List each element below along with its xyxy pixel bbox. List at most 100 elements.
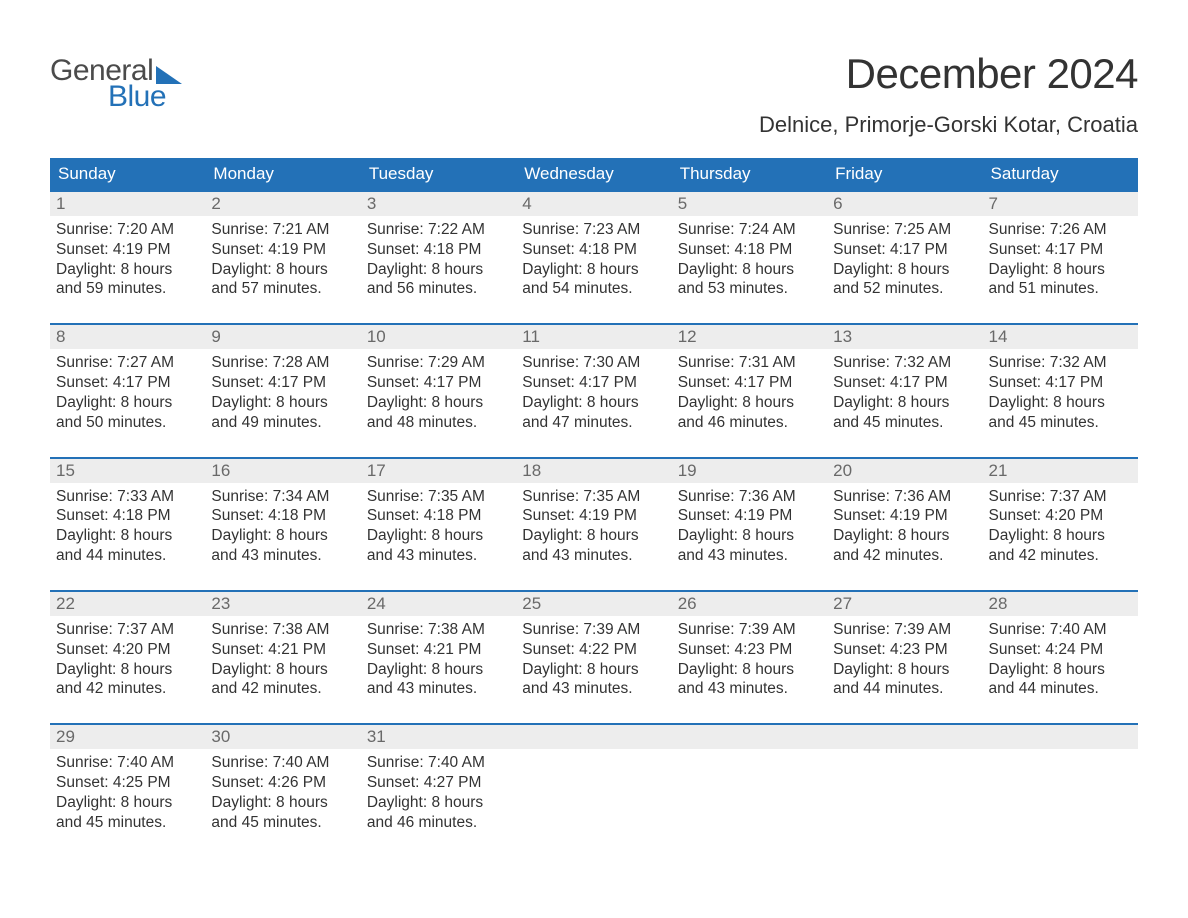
sunrise-line: Sunrise: 7:38 AM [211,620,354,640]
day-number: 28 [983,592,1138,616]
day-cell-empty [983,725,1138,836]
day-cell-30: 30Sunrise: 7:40 AMSunset: 4:26 PMDayligh… [205,725,360,836]
day-cell-16: 16Sunrise: 7:34 AMSunset: 4:18 PMDayligh… [205,459,360,570]
day-body: Sunrise: 7:28 AMSunset: 4:17 PMDaylight:… [205,349,360,436]
sunrise-line: Sunrise: 7:31 AM [678,353,821,373]
day-body: Sunrise: 7:34 AMSunset: 4:18 PMDaylight:… [205,483,360,570]
sunrise-line: Sunrise: 7:30 AM [522,353,665,373]
day-number: 2 [205,192,360,216]
day-body: Sunrise: 7:36 AMSunset: 4:19 PMDaylight:… [672,483,827,570]
sunset-line: Sunset: 4:25 PM [56,773,199,793]
daylight-line: Daylight: 8 hours and 51 minutes. [989,260,1132,300]
sunrise-line: Sunrise: 7:28 AM [211,353,354,373]
day-cell-7: 7Sunrise: 7:26 AMSunset: 4:17 PMDaylight… [983,192,1138,303]
sunset-line: Sunset: 4:20 PM [56,640,199,660]
week-row: 22Sunrise: 7:37 AMSunset: 4:20 PMDayligh… [50,590,1138,703]
day-number: 5 [672,192,827,216]
day-cell-25: 25Sunrise: 7:39 AMSunset: 4:22 PMDayligh… [516,592,671,703]
day-cell-17: 17Sunrise: 7:35 AMSunset: 4:18 PMDayligh… [361,459,516,570]
day-body [672,749,827,819]
sunrise-line: Sunrise: 7:37 AM [56,620,199,640]
sunrise-line: Sunrise: 7:39 AM [522,620,665,640]
day-number: 3 [361,192,516,216]
weekday-tuesday: Tuesday [361,158,516,190]
day-body: Sunrise: 7:21 AMSunset: 4:19 PMDaylight:… [205,216,360,303]
day-number: 24 [361,592,516,616]
sunset-line: Sunset: 4:17 PM [211,373,354,393]
day-cell-empty [516,725,671,836]
daylight-line: Daylight: 8 hours and 43 minutes. [367,526,510,566]
week-row: 1Sunrise: 7:20 AMSunset: 4:19 PMDaylight… [50,190,1138,303]
day-body: Sunrise: 7:23 AMSunset: 4:18 PMDaylight:… [516,216,671,303]
daylight-line: Daylight: 8 hours and 57 minutes. [211,260,354,300]
sunrise-line: Sunrise: 7:32 AM [833,353,976,373]
day-body [827,749,982,819]
sunrise-line: Sunrise: 7:39 AM [833,620,976,640]
day-body: Sunrise: 7:25 AMSunset: 4:17 PMDaylight:… [827,216,982,303]
day-cell-18: 18Sunrise: 7:35 AMSunset: 4:19 PMDayligh… [516,459,671,570]
sunrise-line: Sunrise: 7:23 AM [522,220,665,240]
day-cell-22: 22Sunrise: 7:37 AMSunset: 4:20 PMDayligh… [50,592,205,703]
header: General Blue December 2024 Delnice, Prim… [50,50,1138,152]
day-body: Sunrise: 7:40 AMSunset: 4:26 PMDaylight:… [205,749,360,836]
day-body: Sunrise: 7:40 AMSunset: 4:25 PMDaylight:… [50,749,205,836]
day-cell-28: 28Sunrise: 7:40 AMSunset: 4:24 PMDayligh… [983,592,1138,703]
sunset-line: Sunset: 4:18 PM [367,240,510,260]
daylight-line: Daylight: 8 hours and 43 minutes. [211,526,354,566]
day-cell-21: 21Sunrise: 7:37 AMSunset: 4:20 PMDayligh… [983,459,1138,570]
day-body: Sunrise: 7:27 AMSunset: 4:17 PMDaylight:… [50,349,205,436]
day-number: 6 [827,192,982,216]
sunset-line: Sunset: 4:19 PM [833,506,976,526]
sunset-line: Sunset: 4:19 PM [678,506,821,526]
day-body: Sunrise: 7:38 AMSunset: 4:21 PMDaylight:… [205,616,360,703]
weekday-sunday: Sunday [50,158,205,190]
day-number: 21 [983,459,1138,483]
daylight-line: Daylight: 8 hours and 42 minutes. [56,660,199,700]
daylight-line: Daylight: 8 hours and 47 minutes. [522,393,665,433]
day-number [983,725,1138,749]
daylight-line: Daylight: 8 hours and 42 minutes. [989,526,1132,566]
sunset-line: Sunset: 4:17 PM [989,373,1132,393]
sunrise-line: Sunrise: 7:36 AM [833,487,976,507]
day-cell-20: 20Sunrise: 7:36 AMSunset: 4:19 PMDayligh… [827,459,982,570]
sunset-line: Sunset: 4:18 PM [211,506,354,526]
day-number: 4 [516,192,671,216]
sunset-line: Sunset: 4:17 PM [56,373,199,393]
sunset-line: Sunset: 4:26 PM [211,773,354,793]
day-number: 29 [50,725,205,749]
day-number: 15 [50,459,205,483]
day-number: 12 [672,325,827,349]
daylight-line: Daylight: 8 hours and 44 minutes. [56,526,199,566]
sunset-line: Sunset: 4:22 PM [522,640,665,660]
day-number: 11 [516,325,671,349]
sunset-line: Sunset: 4:19 PM [522,506,665,526]
daylight-line: Daylight: 8 hours and 42 minutes. [833,526,976,566]
day-number: 31 [361,725,516,749]
week-row: 29Sunrise: 7:40 AMSunset: 4:25 PMDayligh… [50,723,1138,836]
day-number: 18 [516,459,671,483]
day-cell-23: 23Sunrise: 7:38 AMSunset: 4:21 PMDayligh… [205,592,360,703]
day-cell-10: 10Sunrise: 7:29 AMSunset: 4:17 PMDayligh… [361,325,516,436]
sunrise-line: Sunrise: 7:24 AM [678,220,821,240]
day-number: 30 [205,725,360,749]
day-body: Sunrise: 7:40 AMSunset: 4:27 PMDaylight:… [361,749,516,836]
daylight-line: Daylight: 8 hours and 43 minutes. [522,526,665,566]
sunset-line: Sunset: 4:17 PM [367,373,510,393]
day-body: Sunrise: 7:30 AMSunset: 4:17 PMDaylight:… [516,349,671,436]
day-number: 1 [50,192,205,216]
daylight-line: Daylight: 8 hours and 42 minutes. [211,660,354,700]
day-number: 8 [50,325,205,349]
weeks-container: 1Sunrise: 7:20 AMSunset: 4:19 PMDaylight… [50,190,1138,837]
daylight-line: Daylight: 8 hours and 50 minutes. [56,393,199,433]
daylight-line: Daylight: 8 hours and 52 minutes. [833,260,976,300]
sunrise-line: Sunrise: 7:34 AM [211,487,354,507]
day-cell-13: 13Sunrise: 7:32 AMSunset: 4:17 PMDayligh… [827,325,982,436]
week-row: 8Sunrise: 7:27 AMSunset: 4:17 PMDaylight… [50,323,1138,436]
sunrise-line: Sunrise: 7:21 AM [211,220,354,240]
sunrise-line: Sunrise: 7:40 AM [367,753,510,773]
day-body: Sunrise: 7:38 AMSunset: 4:21 PMDaylight:… [361,616,516,703]
sunset-line: Sunset: 4:19 PM [56,240,199,260]
day-body [983,749,1138,819]
day-cell-2: 2Sunrise: 7:21 AMSunset: 4:19 PMDaylight… [205,192,360,303]
sunrise-line: Sunrise: 7:29 AM [367,353,510,373]
